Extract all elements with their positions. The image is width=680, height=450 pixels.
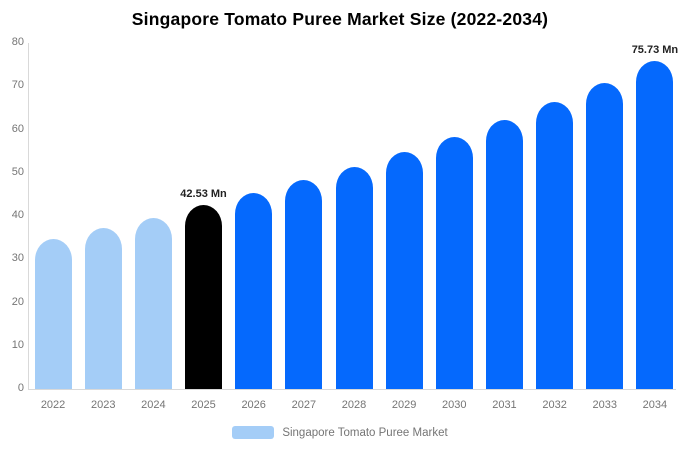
bar-2034[interactable] [636,61,674,389]
y-axis-tick-60: 60 [11,122,24,135]
x-axis-tick-2032: 2032 [542,399,567,411]
x-axis-tick-2029: 2029 [391,399,417,411]
y-axis-line [28,43,29,389]
y-axis-tick-20: 20 [11,295,24,308]
x-axis-line [28,389,676,390]
y-axis-tick-10: 10 [11,338,24,351]
x-axis-tick-2027: 2027 [291,399,317,411]
x-axis-tick-2028: 2028 [341,399,367,411]
bar-2024[interactable] [134,218,172,389]
bar-2033[interactable] [586,83,624,389]
bar-2026[interactable] [235,193,273,389]
y-axis-tick-70: 70 [11,79,24,92]
data-label-2034: 75.73 Mn [631,44,679,57]
x-axis-tick-2022: 2022 [40,399,66,411]
data-label-2025: 42.53 Mn [180,188,227,201]
chart-title: Singapore Tomato Puree Market Size (2022… [131,9,549,29]
y-axis-tick-30: 30 [11,252,24,265]
legend-swatch-icon [232,426,275,439]
x-axis-tick-2034: 2034 [642,399,668,411]
x-axis-tick-2026: 2026 [241,399,266,411]
x-axis-tick-2024: 2024 [141,399,166,411]
x-axis-tick-2031: 2031 [492,399,517,411]
x-axis-tick-2033: 2033 [592,399,617,411]
bar-2029[interactable] [385,152,423,389]
bar-2028[interactable] [335,166,373,389]
y-axis-tick-80: 80 [11,36,24,48]
y-axis-tick-40: 40 [11,209,24,221]
legend-label: Singapore Tomato Puree Market [282,426,448,439]
bar-2031[interactable] [485,120,523,389]
bar-2030[interactable] [435,136,473,389]
bar-2027[interactable] [285,180,323,389]
x-axis-tick-2030: 2030 [442,399,467,411]
bar-2025[interactable] [185,205,223,389]
y-axis-tick-50: 50 [11,165,24,178]
bar-2032[interactable] [536,102,574,389]
x-axis-tick-2025: 2025 [191,399,216,411]
x-axis-tick-2023: 2023 [90,399,116,411]
y-axis-tick-0: 0 [17,382,24,394]
bar-2023[interactable] [84,228,122,389]
bar-2022[interactable] [34,238,72,389]
legend[interactable]: Singapore Tomato Puree Market [0,426,680,439]
